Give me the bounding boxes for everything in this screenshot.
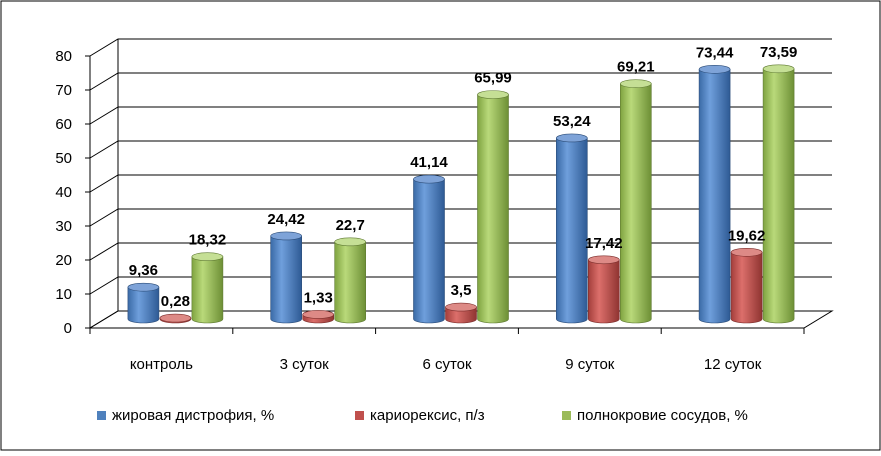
bar-body (413, 178, 445, 324)
data-labels: 9,36 24,42 41,14 53,24 73,44 0,28 1,33 3,5 17,42… (129, 44, 798, 310)
bar-top (191, 252, 224, 262)
data-label: 53,24 (553, 113, 591, 130)
bar-top (334, 237, 367, 247)
data-label: 73,59 (760, 44, 798, 61)
bar (159, 313, 192, 324)
data-label: 69,21 (617, 59, 655, 76)
y-tick-label: 40 (55, 184, 72, 201)
bar (587, 255, 620, 324)
axes: 0 10 20 30 40 50 60 70 80 контроль 3 суток 6 суток 9… (55, 39, 834, 373)
bar-body (334, 241, 366, 324)
bar (127, 282, 160, 324)
bar-body (127, 286, 160, 324)
bar-top (445, 302, 477, 312)
x-category-label: 9 суток (565, 356, 615, 373)
bar-body (620, 83, 652, 324)
bar-top (477, 90, 509, 99)
data-label: 65,99 (474, 70, 512, 87)
legend-label: жировая дистрофия, % (112, 407, 274, 424)
legend-swatch (97, 411, 106, 420)
floor (88, 310, 834, 329)
bars (127, 64, 795, 324)
x-category-label: 6 суток (422, 356, 472, 373)
bar-top (619, 79, 652, 88)
bar (191, 252, 224, 324)
data-label: 24,42 (267, 211, 305, 228)
bar (619, 79, 652, 324)
bar (302, 310, 335, 324)
y-tick-label: 60 (55, 116, 72, 133)
bar-top (730, 247, 763, 257)
y-tick-label: 30 (55, 218, 72, 235)
bar (477, 90, 509, 324)
bar (270, 231, 303, 324)
legend: жировая дистрофия, % кариорексис, п/з полн… (97, 407, 748, 424)
data-label: 9,36 (129, 262, 158, 279)
bar-body (191, 256, 224, 324)
data-label: 3,5 (451, 282, 472, 299)
bar (555, 133, 588, 324)
bar-top (270, 231, 303, 241)
y-tick-label: 20 (55, 252, 72, 269)
data-label: 17,42 (585, 235, 623, 252)
data-label: 1,33 (304, 289, 333, 306)
y-tick-label: 50 (55, 150, 72, 167)
bar-top (587, 255, 620, 265)
bar-body (698, 69, 731, 324)
bar-body (588, 259, 620, 324)
bar-top (413, 174, 445, 184)
bar (413, 174, 445, 324)
y-tick-label: 10 (55, 286, 72, 303)
legend-swatch (355, 411, 364, 420)
data-label: 73,44 (696, 44, 734, 61)
data-label: 19,62 (728, 227, 766, 244)
x-category-label: 12 суток (704, 356, 762, 373)
bar (730, 247, 763, 324)
y-tick-label: 0 (64, 320, 72, 337)
bar-top (127, 282, 160, 292)
bar-body (270, 235, 302, 324)
bar-body (762, 68, 795, 324)
x-category-label: контроль (130, 356, 193, 373)
bar-top (555, 133, 588, 143)
data-label: 18,32 (189, 232, 227, 249)
bar (698, 65, 731, 324)
y-tick-label: 70 (55, 82, 72, 99)
y-tick-label: 80 (55, 48, 72, 65)
bar (762, 64, 795, 324)
data-label: 0,28 (161, 293, 190, 310)
bar-top (762, 64, 795, 74)
x-category-label: 3 суток (280, 356, 330, 373)
legend-label: кариорексис, п/з (370, 407, 485, 424)
bar-body (477, 94, 509, 324)
bar (445, 302, 477, 324)
bar-body (445, 306, 477, 324)
data-label: 22,7 (336, 217, 365, 234)
bar (334, 237, 367, 324)
bar-top (159, 313, 192, 323)
legend-swatch (562, 411, 571, 420)
bar-body (730, 251, 763, 324)
bar-top (698, 65, 731, 74)
bar-top (302, 310, 335, 319)
bar-body (556, 137, 588, 324)
data-label: 41,14 (410, 154, 448, 171)
legend-label: полнокровие сосудов, % (577, 407, 748, 424)
